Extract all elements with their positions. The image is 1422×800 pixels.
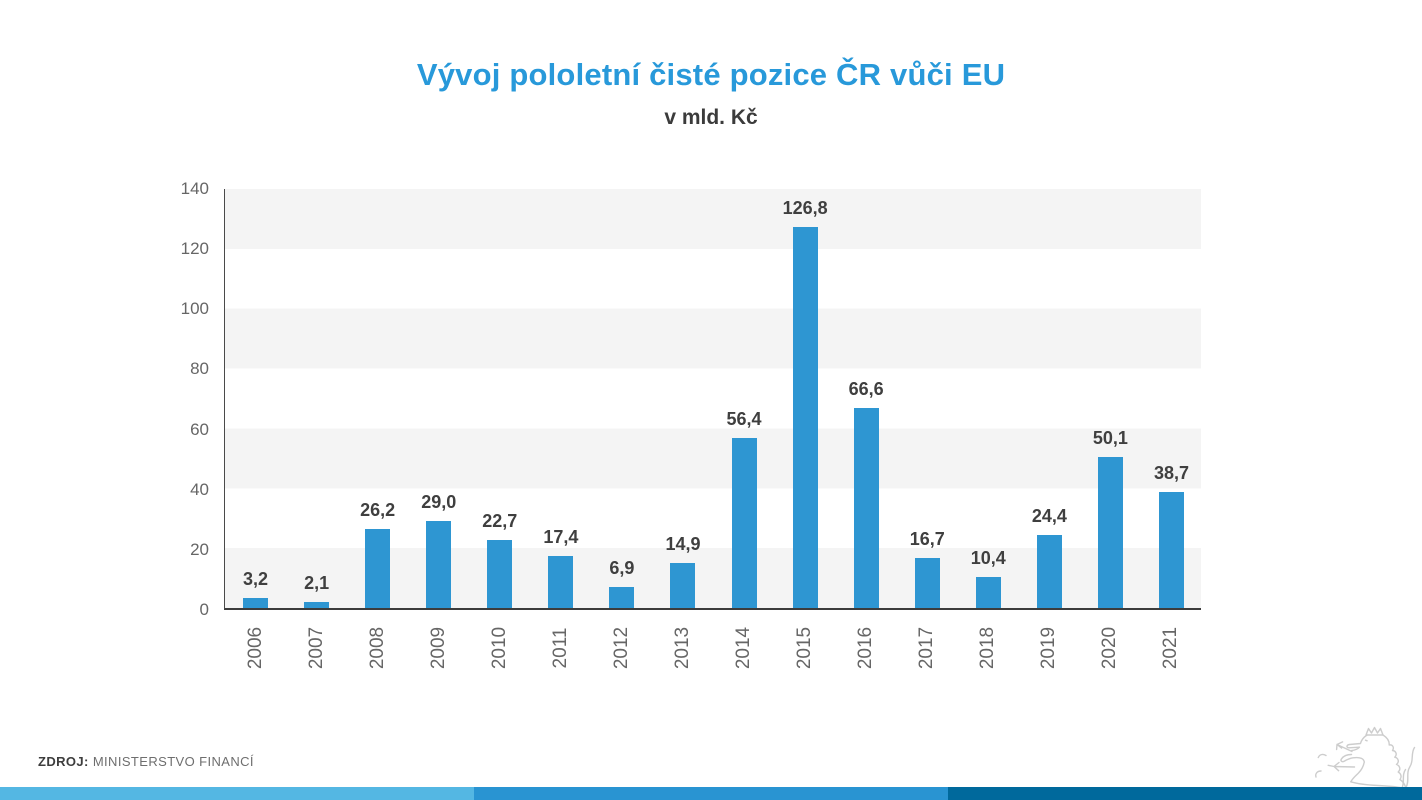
bar-chart: 3,2 2006 2,1 2007 26,2 2008 29,0 2009 22,7 2010 17… [181, 179, 1201, 669]
x-axis-label-2013: 2013 [671, 626, 693, 670]
x-axis-label-2010: 2010 [488, 626, 510, 670]
x-axis-label-2008: 2008 [366, 626, 388, 670]
bar-2014 [731, 438, 757, 608]
bar-2021 [1158, 491, 1184, 608]
bar-2009 [426, 520, 452, 608]
y-axis-label-60: 60 [190, 419, 209, 439]
x-axis-label-2021: 2021 [1160, 626, 1182, 670]
footer-color-bar [0, 787, 1422, 800]
bar-value-label-2019: 24,4 [1031, 505, 1067, 526]
source-value: MINISTERSTVO FINANCÍ [92, 754, 254, 769]
y-axis-label-140: 140 [180, 179, 209, 198]
y-axis-label-20: 20 [190, 539, 209, 559]
bar-value-label-2020: 50,1 [1092, 428, 1128, 449]
x-axis-label-2017: 2017 [916, 626, 938, 670]
source-label: ZDROJ: [38, 754, 89, 769]
heraldic-lion-logo [1315, 726, 1416, 789]
x-axis-label-2015: 2015 [794, 626, 816, 670]
y-axis-label-0: 0 [199, 600, 209, 619]
bar-value-label-2013: 14,9 [665, 534, 701, 555]
bar-2013 [670, 563, 696, 608]
bar-value-label-2012: 6,9 [609, 558, 635, 579]
y-axis-label-80: 80 [190, 359, 209, 379]
x-axis-label-2009: 2009 [427, 626, 449, 670]
bar-value-label-2010: 22,7 [482, 510, 518, 531]
bar-2006 [243, 598, 269, 608]
x-axis-label-2014: 2014 [733, 626, 755, 670]
y-axis-label-100: 100 [180, 299, 209, 319]
bar-2018 [975, 576, 1001, 608]
source-credit: ZDROJ: MINISTERSTVO FINANCÍ [38, 754, 254, 769]
bar-value-label-2015: 126,8 [782, 197, 828, 218]
bar-2019 [1036, 534, 1062, 608]
bar-2007 [304, 601, 330, 608]
bar-2015 [792, 226, 818, 608]
x-axis-label-2020: 2020 [1099, 626, 1121, 670]
footer-segment-light-blue [0, 787, 474, 800]
bar-2010 [487, 539, 513, 608]
bar-value-label-2014: 56,4 [726, 409, 762, 430]
x-axis-label-2006: 2006 [244, 626, 266, 670]
x-axis-label-2016: 2016 [855, 626, 877, 670]
x-axis-label-2011: 2011 [549, 627, 571, 669]
bar-value-label-2007: 2,1 [304, 572, 330, 593]
bar-value-label-2006: 3,2 [243, 569, 269, 590]
bar-value-label-2008: 26,2 [360, 500, 396, 521]
bar-2011 [548, 555, 574, 608]
bar-2012 [609, 587, 635, 608]
footer-segment-mid-blue [474, 787, 948, 800]
x-axis-label-2012: 2012 [610, 626, 632, 670]
footer-segment-dark-blue [948, 787, 1422, 800]
bar-2016 [853, 407, 879, 608]
bar-value-label-2017: 16,7 [909, 528, 945, 549]
y-axis-label-120: 120 [180, 239, 209, 259]
x-axis-label-2018: 2018 [977, 626, 999, 670]
bar-value-label-2021: 38,7 [1153, 462, 1189, 483]
chart-units-subtitle: v mld. Kč [664, 106, 758, 129]
bar-value-label-2009: 29,0 [421, 491, 457, 512]
x-axis-label-2007: 2007 [305, 626, 327, 670]
bar-2020 [1097, 457, 1123, 608]
bar-2008 [365, 529, 391, 608]
bar-value-label-2011: 17,4 [543, 526, 579, 547]
bar-value-label-2018: 10,4 [970, 547, 1006, 568]
y-axis-label-40: 40 [190, 479, 209, 499]
bar-value-label-2016: 66,6 [848, 378, 884, 399]
page-title: Vývoj pololetní čisté pozice ČR vůči EU [416, 57, 1006, 92]
x-axis-label-2019: 2019 [1038, 626, 1060, 670]
bar-2017 [914, 557, 940, 608]
